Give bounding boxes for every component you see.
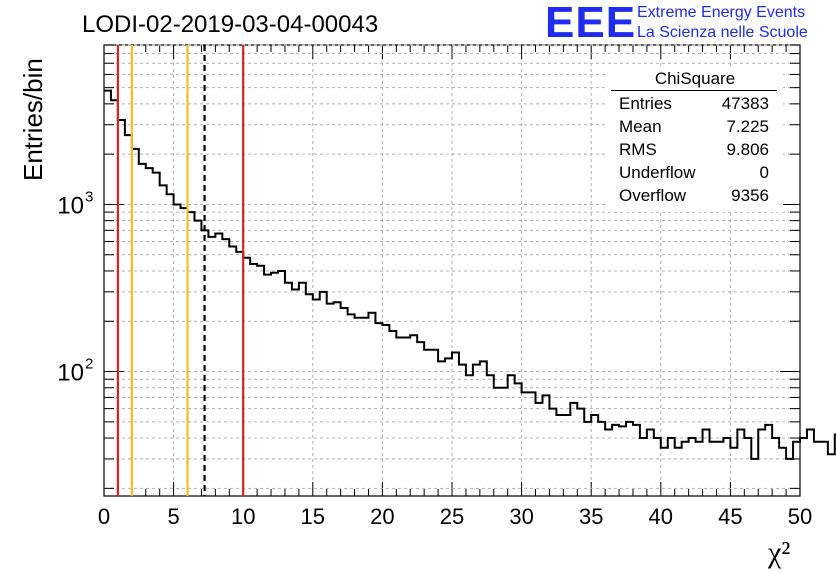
histogram-series [104,89,836,460]
y-tick-exponent: 3 [85,188,93,205]
stats-row: Underflow 0 [619,161,769,184]
stats-divider [611,90,777,91]
stats-value: 7.225 [726,117,769,136]
logo-tagline-1: Extreme Energy Events [637,4,806,21]
x-tick-label: 35 [579,504,603,529]
stats-label: Underflow [619,163,696,182]
y-tick-label: 10 [57,360,84,387]
y-axis-label: Entries/bin [18,58,48,181]
x-tick-label: 15 [301,504,325,529]
stats-label: Entries [619,94,672,113]
stats-row: RMS 9.806 [619,138,769,161]
stats-row: Overflow 9356 [619,184,769,207]
x-tick-label: 50 [788,504,812,529]
stats-value: 9.806 [726,140,769,159]
x-tick-label: 5 [167,504,179,529]
x-axis-label: χ² [768,536,791,569]
x-tick-label: 10 [231,504,255,529]
stats-value: 47383 [721,94,769,113]
y-tick-exponent: 2 [85,356,93,373]
stats-label: Overflow [619,186,687,205]
x-tick-label: 0 [98,504,110,529]
x-tick-label: 25 [440,504,464,529]
x-tick-label: 20 [370,504,394,529]
x-tick-label: 30 [509,504,533,529]
stats-value: 9356 [731,186,769,205]
x-tick-label: 40 [649,504,673,529]
eee-logo: EEE [545,0,637,47]
stats-box: ChiSquare Entries 47383 Mean 7.225 RMS 9… [611,68,777,205]
y-tick-label: 10 [57,192,84,219]
x-tick-label: 45 [718,504,742,529]
stats-value: 0 [759,163,769,182]
stats-label: RMS [619,140,657,159]
logo-tagline-2: La Scienza nelle Scuole [637,24,808,41]
stats-title: ChiSquare [654,69,736,88]
stats-label: Mean [619,117,662,136]
stats-row: Entries 47383 [619,92,769,115]
chart-title: LODI-02-2019-03-04-00043 [82,11,379,38]
stats-row: Mean 7.225 [619,115,769,138]
